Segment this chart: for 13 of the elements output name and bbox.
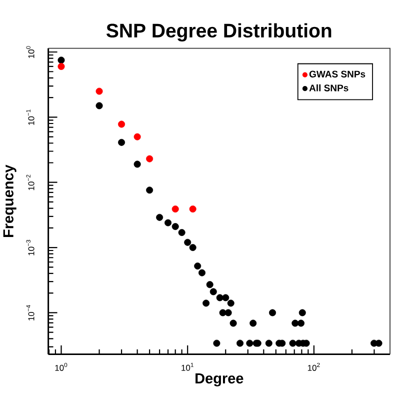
x-axis-title: Degree: [196, 373, 244, 386]
x-tick-label: 10$^{0}$: [55, 362, 68, 371]
y-axis-title: Frequency: [3, 164, 16, 237]
y-tick-label: 10$^{−2}$: [26, 174, 34, 190]
legend-label: All SNPs: [309, 84, 348, 92]
chart-title: SNP Degree Distribution: [106, 23, 332, 42]
y-tick-label: 10$^{−1}$: [26, 110, 34, 125]
y-tick-label: 10$^{−3}$: [26, 240, 34, 256]
x-tick-label: 10$^{1}$: [182, 362, 194, 371]
y-tick-label: 10$^{0}$: [26, 46, 34, 58]
x-tick-label: 10$^{2}$: [308, 362, 320, 371]
y-tick-label: 10$^{−4}$: [26, 305, 34, 320]
legend-label: GWAS SNPs: [309, 70, 366, 78]
